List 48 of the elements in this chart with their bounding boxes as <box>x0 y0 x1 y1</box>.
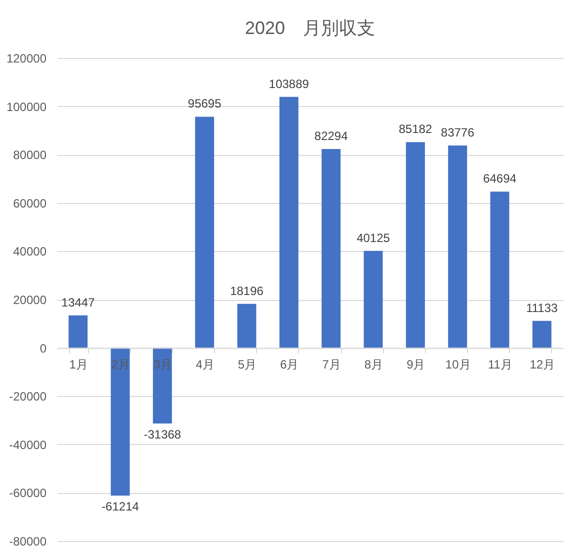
data-label: 40125 <box>356 230 390 245</box>
y-tick-label: 80000 <box>13 148 47 162</box>
y-tick-label: -20000 <box>9 390 47 404</box>
bar <box>237 304 256 348</box>
chart-title: 2020 月別収支 <box>244 18 376 38</box>
x-tick-label: 2月 <box>111 357 130 372</box>
x-tick-label: 12月 <box>530 357 556 372</box>
y-tick-label: 100000 <box>6 100 47 114</box>
y-tick-label: 60000 <box>13 196 47 210</box>
data-label: 103889 <box>268 76 310 91</box>
y-tick-label: -60000 <box>9 486 47 500</box>
y-tick-label: -40000 <box>9 438 47 452</box>
data-label: 95695 <box>188 96 222 111</box>
data-label: 64694 <box>483 172 517 186</box>
bar <box>364 250 383 348</box>
data-label: -61214 <box>102 500 140 514</box>
bar <box>448 145 468 348</box>
x-tick-label: 11月 <box>488 357 512 372</box>
data-label: 13447 <box>61 295 96 310</box>
y-tick-label: 120000 <box>6 52 47 66</box>
x-tick-label: 6月 <box>280 357 299 372</box>
y-tick-label: -80000 <box>9 534 47 548</box>
data-label: 83776 <box>440 125 475 140</box>
bar <box>279 96 298 348</box>
y-tick-label: 20000 <box>13 293 47 307</box>
bar <box>152 348 172 424</box>
data-label: 11133 <box>526 300 558 315</box>
y-tick-label: 40000 <box>13 244 47 259</box>
bar <box>68 315 88 348</box>
x-tick-label: 8月 <box>364 357 384 372</box>
x-tick-label: 1月 <box>69 357 88 372</box>
data-label: 82294 <box>314 129 348 144</box>
x-tick-label: 4月 <box>196 357 214 372</box>
bar <box>195 116 214 348</box>
bar <box>532 320 552 348</box>
x-tick-label: 10月 <box>445 357 471 372</box>
bar <box>490 192 510 348</box>
data-label: 85182 <box>398 122 432 136</box>
x-tick-label: 5月 <box>238 357 257 372</box>
x-tick-label: 7月 <box>322 357 341 372</box>
data-label: 18196 <box>230 284 264 298</box>
y-tick-label: 0 <box>40 341 47 356</box>
bar <box>110 348 130 496</box>
data-label: -31368 <box>144 428 182 442</box>
bar <box>406 142 425 348</box>
x-tick-label: 9月 <box>406 357 426 372</box>
bar <box>322 149 341 348</box>
x-tick-label: 3月 <box>154 357 172 372</box>
